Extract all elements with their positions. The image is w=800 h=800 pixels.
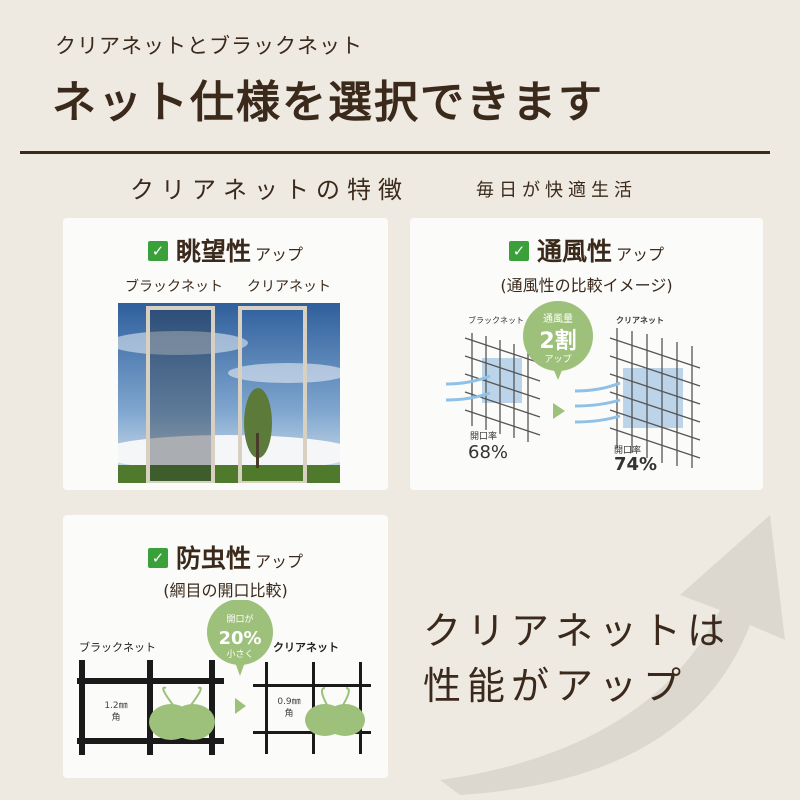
subtitle: クリアネットとブラックネット <box>55 34 363 58</box>
check-icon: ✓ <box>147 548 168 568</box>
bubble-text: アップ <box>544 354 571 365</box>
callout-line-2: 性能がアップ <box>423 664 688 708</box>
page-title: ネット仕様を選択できます <box>52 77 604 128</box>
left-size: 1.2㎜ <box>104 701 127 711</box>
callout-line-1: クリアネットは <box>423 609 732 653</box>
label-clear-net: クリアネット <box>273 641 339 654</box>
card-title: 通風性 <box>536 237 612 266</box>
label-clear-net: クリアネット <box>616 315 664 325</box>
card-ventilation: ✓ 通風性 アップ (通風性の比較イメージ) 通風量 2割 アップ ブラックネット … <box>410 218 763 490</box>
rate-label: 開口率 <box>470 430 497 442</box>
ventilation-diagram: 通風量 2割 アップ ブラックネット クリアネット 開口率 68% 開口率 74… <box>445 301 701 475</box>
bubble-text: 通風量 <box>543 313 573 325</box>
card-suffix: アップ <box>255 245 304 264</box>
left-rate: 68% <box>468 442 508 463</box>
right-unit: 角 <box>284 707 293 719</box>
card-title: 眺望性 <box>175 237 251 266</box>
mesh-diagram: 開口が 20% 小さく ブラックネット クリアネット 1.2㎜ 角 0.9㎜ 角 <box>77 600 371 755</box>
section-title: クリアネットの特徴 <box>130 176 409 204</box>
card-caption: (通風性の比較イメージ) <box>500 276 673 295</box>
label-black-net: ブラックネット <box>79 640 156 654</box>
bubble-text: 小さく <box>226 649 253 660</box>
bubble-text: 開口が <box>226 613 253 625</box>
card-insect: ✓ 防虫性 アップ (網目の開口比較) 開口が 20% 小さく ブラックネット クリ… <box>63 515 388 778</box>
rate-label: 開口率 <box>614 444 641 456</box>
bubble-value: 2割 <box>539 328 576 354</box>
check-icon: ✓ <box>147 241 168 261</box>
right-size: 0.9㎜ <box>277 697 300 707</box>
card-suffix: アップ <box>616 245 665 264</box>
card-suffix: アップ <box>255 552 304 571</box>
divider <box>20 151 770 154</box>
right-rate: 74% <box>614 454 657 475</box>
left-unit: 角 <box>111 711 120 723</box>
card-caption: (網目の開口比較) <box>163 581 288 600</box>
card-title: 防虫性 <box>175 544 251 573</box>
card-view: ✓ 眺望性 アップ ブラックネット クリアネット <box>63 218 388 490</box>
bubble-value: 20% <box>218 628 261 649</box>
arrow-graphic <box>440 515 785 795</box>
section-tagline: 毎日が快適生活 <box>476 180 637 201</box>
window-view-image <box>118 303 340 483</box>
label-black-net: ブラックネット <box>125 279 223 295</box>
check-icon: ✓ <box>508 241 529 261</box>
label-clear-net: クリアネット <box>247 279 331 295</box>
label-black-net: ブラックネット <box>468 315 524 325</box>
